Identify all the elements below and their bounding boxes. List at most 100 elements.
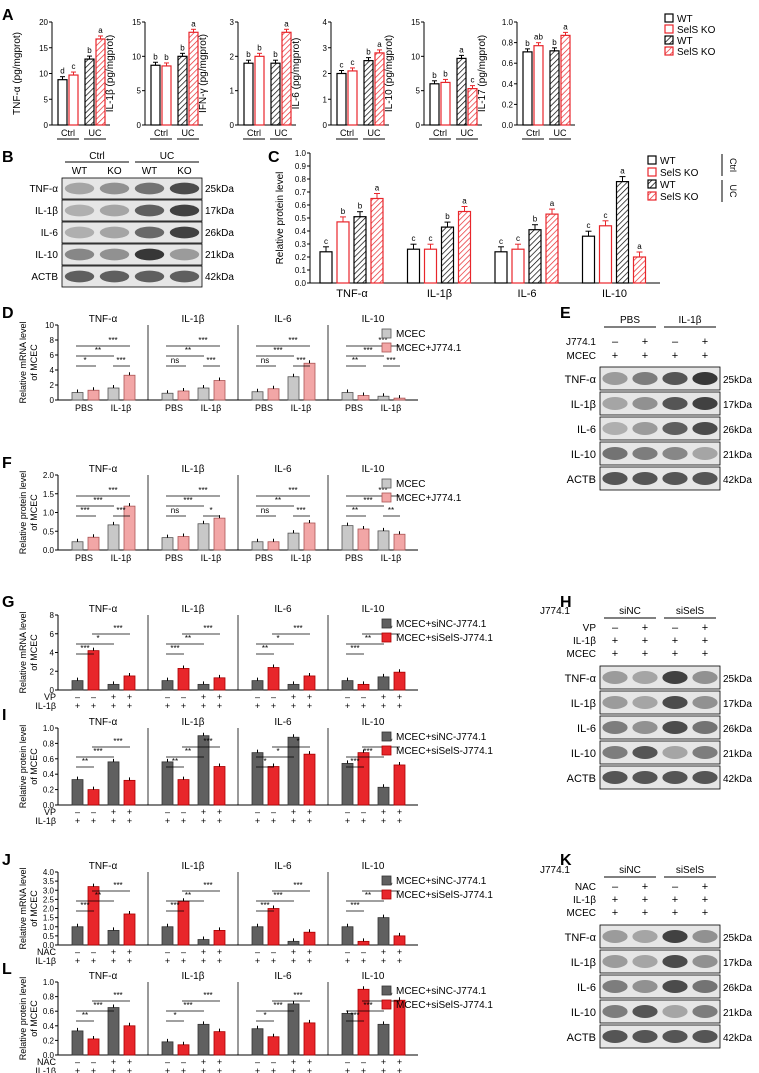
panel-blot-band [602,1005,628,1018]
panel-a-sig-letter: a [98,26,103,35]
panel-sig-mark: *** [350,757,359,766]
panel-stim-sign: + [181,701,186,711]
panel-legend-swatch [381,328,392,339]
panel-a-ylabel: IL-6 (pg/mgprot) [291,38,302,110]
panel-bar [267,667,280,691]
panel-j-y-tick-label: 1.0 [43,923,55,932]
panel-a-sig-letter: b [246,50,251,59]
panel-bar [393,397,406,401]
panel-treat-sign: + [111,692,116,702]
panel-letter-a: A [2,7,14,24]
panel-facet-title: IL-1β [182,717,205,728]
panel-c-sig-letter: c [499,237,503,246]
panel-stim-sign: + [91,956,96,966]
panel-sig-mark: *** [206,356,215,365]
panel-stim-sign: + [255,1066,260,1073]
panel-bar [123,913,136,946]
panel-c-bar [545,213,559,284]
panel-sig-mark: *** [113,737,122,746]
panel-a-y-tick-label: 15 [411,18,420,27]
panel-letter-h: H [560,594,572,611]
panel-treat-sign: + [111,1057,116,1067]
panel-stim-sign: + [291,701,296,711]
panel-xlabel: IL-1β [111,403,132,413]
panel-treat-sign: + [111,947,116,957]
panel-blot-band [692,1030,718,1043]
panel-facet-title: IL-6 [274,717,292,728]
panel-blot-band [632,472,658,485]
panel-sig-mark: *** [183,496,192,505]
panel-treat-sign: + [397,947,402,957]
panel-a-y-tick-label: 1 [323,95,328,104]
panel-xlabel: PBS [165,553,183,563]
panel-sig-mark: *** [198,486,207,495]
panel-sig-mark: ns [171,506,179,515]
panel-sig-mark: *** [108,336,117,345]
panel-blot-band [692,447,718,460]
panel-treat-sign: – [165,807,170,817]
panel-b-blot-strip [61,221,203,244]
panel-treat-label: VP [583,623,597,634]
panel-c-bar [511,248,525,284]
panel-b-blot-band [169,204,200,217]
panel-blot-strip [599,441,721,466]
panel-c-bar [615,181,630,284]
panel-sig-mark: *** [273,1001,282,1010]
panel-c-bar [581,235,596,284]
panel-c-sig-letter: b [445,212,450,221]
panel-blot-band [662,696,688,709]
panel-blot-band [662,721,688,734]
panel-sig-mark: * [83,356,86,365]
panel-sign: + [612,907,618,919]
panel-stim-sign: + [291,956,296,966]
panel-letter-e: E [560,305,571,322]
panel-sig-mark: *** [293,881,302,890]
panel-bar [71,392,84,401]
panel-stim-sign: + [217,816,222,826]
panel-sign: + [642,622,648,634]
panel-a-sig-letter: b [153,52,158,61]
panel-b-kda-label: 26kDa [205,228,234,239]
panel-blot-band [632,696,658,709]
panel-i-y-tick-label: 0.6 [43,755,55,764]
panel-a-xgroup: UC [89,128,102,138]
panel-stim-sign: + [127,701,132,711]
panel-ylabel: of MCEC [29,634,39,671]
panel-c-bar [528,229,542,284]
panel-stim-sign: + [345,701,350,711]
panel-treat-sign: + [201,947,206,957]
panel-a-y-tick-label: 0.6 [502,59,514,68]
panel-treat-sign: – [361,1057,366,1067]
panel-a-legend-swatch [664,35,674,45]
panel-sig-mark: *** [113,624,122,633]
panel-letter-k: K [560,852,572,869]
panel-treat-sign: – [361,807,366,817]
panel-treat-sign: + [307,692,312,702]
panel-treat-sign: – [181,947,186,957]
panel-f: Relative protein level of MCEC 0.0 0.5 1.0 1.… [18,464,462,563]
panel-sig-mark: *** [108,486,117,495]
panel-sig-mark: *** [350,901,359,910]
panel-a-bar [560,34,571,126]
panel-b-blot-band [134,182,165,195]
panel-kda-label: 25kDa [723,933,752,944]
panel-e-sign: + [642,350,648,362]
panel-a-y-tick-label: 1.0 [502,18,514,27]
panel-legend-label: MCEC+siNC-J774.1 [396,986,487,997]
panel-a-xgroup: Ctrl [247,128,261,138]
panel-treat-sign: + [307,947,312,957]
panel-b-blot-band [64,182,95,195]
panel-blot-band [692,980,718,993]
panel-bar [87,389,100,401]
panel-blot-band [662,447,688,460]
panel-l-y-tick-label: 0.0 [43,1051,55,1060]
panel-sign: + [672,894,678,906]
panel-bar [197,683,210,691]
panel-legend-swatch [381,632,392,643]
panel-a-y-tick-label: 10 [132,52,141,61]
panel-blot-strip [599,949,721,974]
panel-sig-mark: *** [198,336,207,345]
panel-blot-band [602,980,628,993]
panel-extra-row-label: MCEC [567,649,596,660]
